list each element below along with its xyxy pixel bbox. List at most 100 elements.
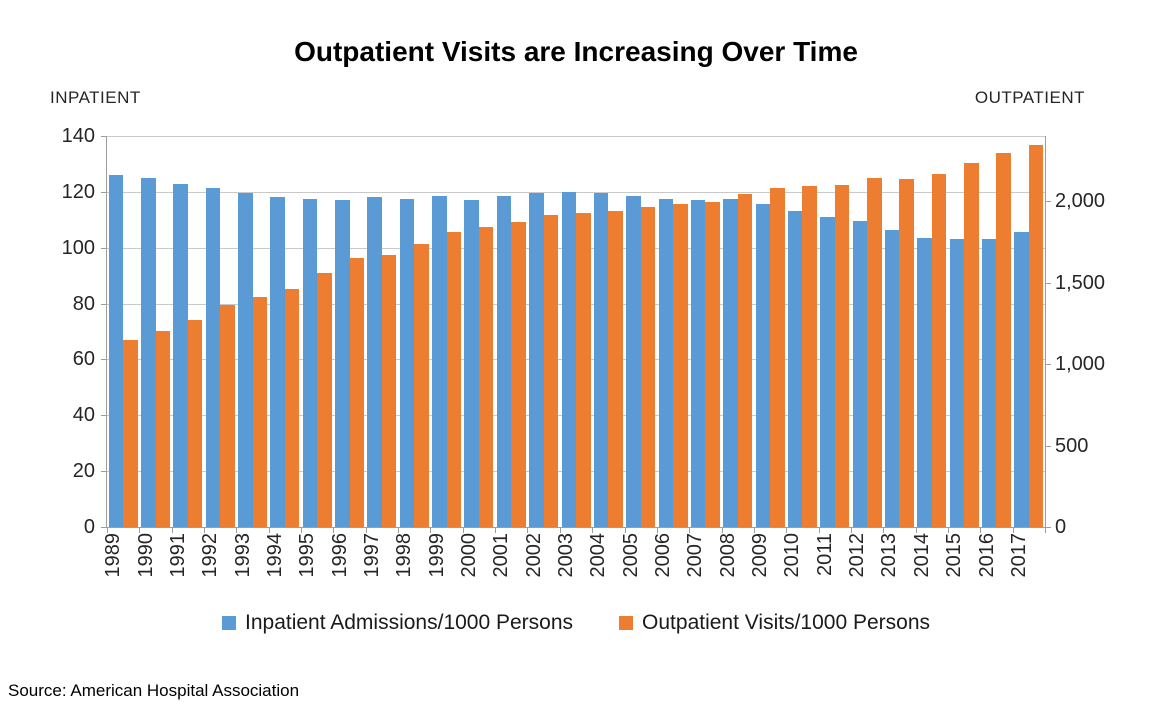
x-tick <box>107 527 108 533</box>
plot-area <box>101 136 1051 533</box>
bar-outpatient-1991 <box>187 320 203 527</box>
bar-outpatient-2016 <box>996 153 1011 527</box>
bar-inpatient-2015 <box>949 239 965 527</box>
bar-inpatient-1993 <box>238 193 253 527</box>
bar-outpatient-2000 <box>478 227 494 527</box>
x-axis-label-2007: 2007 <box>684 533 707 578</box>
bar-outpatient-1998 <box>414 243 429 527</box>
x-axis-label-1993: 1993 <box>231 533 254 578</box>
bar-inpatient-2001 <box>496 196 512 527</box>
right-axis-tick <box>1045 201 1051 203</box>
x-axis-label-1997: 1997 <box>360 533 383 578</box>
left-axis-line <box>106 136 107 527</box>
x-axis-label-2005: 2005 <box>619 533 642 578</box>
bar-inpatient-2017 <box>1014 232 1029 527</box>
right-axis-tick-label: 500 <box>1055 434 1089 457</box>
legend-entry-outpatient: Outpatient Visits/1000 Persons <box>619 611 930 635</box>
x-axis-label-2002: 2002 <box>522 533 545 578</box>
x-tick <box>947 527 949 533</box>
left-axis-tick-label: 60 <box>72 348 95 371</box>
bar-inpatient-2009 <box>755 204 771 527</box>
x-tick <box>850 527 852 533</box>
inpatient-legend-swatch-icon <box>222 616 236 630</box>
bar-outpatient-2008 <box>737 193 753 527</box>
gridline-120 <box>107 191 1045 193</box>
x-axis-label-2004: 2004 <box>587 533 610 578</box>
right-axis-tick-label: 2,000 <box>1055 190 1106 213</box>
x-tick <box>204 527 206 533</box>
x-tick <box>171 527 173 533</box>
x-axis-label-2012: 2012 <box>846 533 869 578</box>
x-tick <box>1045 527 1046 533</box>
left-axis-tick-label: 120 <box>61 180 95 203</box>
x-axis-label-2013: 2013 <box>878 533 901 578</box>
x-axis-label-2006: 2006 <box>652 533 674 578</box>
bar-outpatient-1992 <box>220 304 235 527</box>
bar-inpatient-2008 <box>723 198 738 527</box>
bar-outpatient-1994 <box>284 289 300 527</box>
legend-label-outpatient: Outpatient Visits/1000 Persons <box>642 611 930 634</box>
bar-inpatient-1995 <box>302 198 318 527</box>
left-axis-tick <box>101 247 107 249</box>
bar-outpatient-1996 <box>349 258 365 527</box>
bar-inpatient-2014 <box>917 237 932 527</box>
bar-inpatient-2000 <box>464 200 479 527</box>
bar-outpatient-2010 <box>802 185 817 527</box>
left-axis-tick <box>101 136 107 137</box>
bar-inpatient-2002 <box>529 193 544 527</box>
bar-outpatient-2009 <box>770 188 785 527</box>
bar-outpatient-2012 <box>867 177 882 527</box>
bar-outpatient-2014 <box>931 174 947 527</box>
x-tick <box>139 527 141 533</box>
bar-outpatient-1989 <box>123 339 138 527</box>
x-tick <box>301 527 303 533</box>
x-tick <box>398 527 400 533</box>
left-axis-tick-label: 20 <box>72 460 95 483</box>
right-axis-tick-label: 1,500 <box>1055 271 1106 294</box>
bar-inpatient-2016 <box>981 239 997 527</box>
bar-inpatient-1999 <box>432 196 447 527</box>
x-tick <box>721 527 723 533</box>
right-axis-tick-label: 0 <box>1055 516 1067 538</box>
bar-outpatient-1999 <box>446 232 462 527</box>
x-axis-label-2001: 2001 <box>490 533 513 578</box>
bar-outpatient-2001 <box>511 221 526 527</box>
bar-inpatient-2007 <box>690 200 706 527</box>
bar-inpatient-2003 <box>561 191 576 527</box>
right-axis-tick <box>1045 445 1051 447</box>
bar-inpatient-1994 <box>270 197 285 527</box>
x-tick <box>689 527 691 533</box>
x-axis-label-1992: 1992 <box>199 533 222 578</box>
bar-inpatient-1998 <box>399 198 415 527</box>
left-axis-tick <box>101 359 107 361</box>
bar-outpatient-2002 <box>543 215 559 527</box>
bar-inpatient-1996 <box>335 200 350 527</box>
x-tick <box>980 527 982 533</box>
gridline-140 <box>107 136 1045 137</box>
bar-inpatient-2011 <box>820 217 835 527</box>
bar-inpatient-1991 <box>173 183 188 527</box>
bar-outpatient-2006 <box>673 203 688 527</box>
right-axis-caption: OUTPATIENT <box>974 88 1085 107</box>
x-tick <box>236 527 238 533</box>
x-axis-label-1998: 1998 <box>393 533 416 578</box>
bar-inpatient-2013 <box>884 229 900 527</box>
x-axis-label-2010: 2010 <box>781 533 804 578</box>
legend: Inpatient Admissions/1000 Persons Outpat… <box>107 606 1045 640</box>
x-tick <box>624 527 626 533</box>
bar-inpatient-2004 <box>593 193 609 527</box>
x-axis-label-2014: 2014 <box>910 533 933 578</box>
x-axis-label-1995: 1995 <box>296 533 319 578</box>
x-tick <box>462 527 464 533</box>
x-axis-label-1989: 1989 <box>102 533 125 578</box>
x-axis-label-2003: 2003 <box>555 533 577 578</box>
left-axis-tick <box>101 303 107 305</box>
bar-outpatient-2005 <box>640 206 656 527</box>
x-tick <box>333 527 335 533</box>
x-tick <box>1012 527 1014 533</box>
bar-outpatient-1995 <box>317 272 332 527</box>
right-axis-tick-label: 1,000 <box>1055 353 1106 376</box>
right-axis-line <box>1045 136 1046 527</box>
left-axis-tick <box>101 527 107 528</box>
left-axis-tick-label: 40 <box>72 404 95 427</box>
